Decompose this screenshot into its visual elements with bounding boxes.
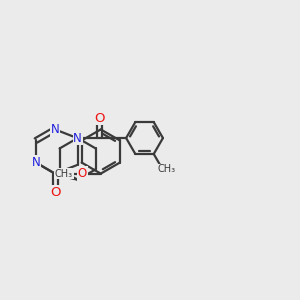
Text: O: O: [94, 112, 105, 124]
Text: N: N: [32, 156, 40, 169]
Text: O: O: [78, 167, 87, 180]
Text: N: N: [73, 131, 82, 145]
Text: CH₃: CH₃: [55, 169, 73, 178]
Text: CH₃: CH₃: [157, 164, 176, 174]
Text: O: O: [50, 186, 60, 199]
Text: N: N: [51, 123, 59, 136]
